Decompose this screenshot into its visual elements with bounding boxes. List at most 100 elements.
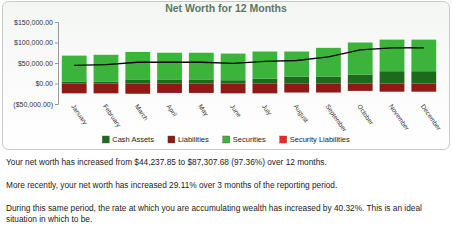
y-tick-label: $100,000.00 <box>14 39 53 46</box>
x-tick: June <box>229 103 243 119</box>
bar <box>380 84 405 92</box>
line <box>74 48 424 66</box>
y-tick: $50,000.00 <box>18 60 58 67</box>
bar <box>348 74 373 83</box>
bar <box>157 79 182 83</box>
x-tick: January <box>69 103 89 127</box>
y-tick-mark <box>55 104 58 105</box>
y-tick-label: $0.00 <box>35 80 53 87</box>
bar <box>316 77 341 84</box>
plot-area <box>62 40 436 94</box>
bar <box>316 48 341 77</box>
bar <box>411 83 436 84</box>
x-tick: November <box>388 103 411 132</box>
bar <box>189 83 214 84</box>
legend-label: Security Liabilities <box>290 135 350 144</box>
y-axis: ($50,000.00) $0.00 $50,000.00 $100,000.00 $1… <box>13 19 58 109</box>
bar-series <box>62 84 436 94</box>
x-tick-label: January <box>69 103 89 127</box>
y-tick: ($50,000.00) <box>13 101 58 109</box>
bar <box>284 83 309 84</box>
bar <box>348 83 373 84</box>
bar <box>252 83 277 84</box>
bar <box>62 81 87 83</box>
bar <box>348 84 373 91</box>
y-tick-label: $150,000.00 <box>14 19 53 26</box>
x-axis: January February March April May June July Augu… <box>59 103 444 134</box>
bar <box>316 84 341 93</box>
y-tick: $100,000.00 <box>14 39 58 46</box>
bar <box>189 84 214 93</box>
bar <box>284 77 309 84</box>
x-tick-label: March <box>134 103 150 122</box>
bar <box>221 83 246 84</box>
chart: Net Worth for 12 Months ($50,000.00) $0.00… <box>0 0 452 152</box>
x-tick-label: April <box>165 103 179 119</box>
x-tick: March <box>134 103 150 122</box>
legend-item: Liabilities <box>168 135 209 144</box>
y-tick-mark <box>55 84 58 85</box>
bar <box>189 79 214 83</box>
y-tick-mark <box>55 22 58 23</box>
x-tick-label: May <box>196 103 210 118</box>
bar <box>380 40 405 72</box>
bar <box>284 84 309 93</box>
annotation: More recently, your net worth has increa… <box>6 180 446 191</box>
legend-swatch <box>102 136 109 143</box>
y-tick-mark <box>55 63 58 64</box>
y-tick: $150,000.00 <box>14 19 58 26</box>
x-tick: December <box>420 103 443 132</box>
bar <box>62 84 87 94</box>
legend-item: Cash Assets <box>102 135 154 144</box>
legend-swatch <box>168 136 175 143</box>
x-tick: October <box>356 103 375 127</box>
bar <box>157 83 182 84</box>
legend-label: Cash Assets <box>112 135 154 144</box>
x-tick: February <box>101 103 123 130</box>
annotation: Your net worth has increased from $44,23… <box>6 157 446 168</box>
x-tick: September <box>324 103 349 134</box>
legend-item: Security Liabilities <box>280 135 350 144</box>
bar <box>157 53 182 80</box>
bar <box>252 79 277 84</box>
x-tick-label: November <box>388 103 411 132</box>
x-tick-label: December <box>420 103 443 132</box>
title: Net Worth for 12 Months <box>165 2 287 14</box>
x-tick-label: June <box>229 103 243 119</box>
bar <box>94 81 119 83</box>
bar <box>62 56 87 82</box>
x-tick: August <box>292 103 310 124</box>
bar <box>221 80 246 83</box>
bar <box>411 40 436 72</box>
x-tick-label: August <box>292 103 310 124</box>
bar <box>316 83 341 84</box>
bar <box>380 83 405 84</box>
y-axis-line <box>55 23 59 105</box>
legend-swatch <box>223 136 230 143</box>
legend-label: Securities <box>233 135 266 144</box>
x-tick: May <box>196 103 210 118</box>
legend-item: Securities <box>223 135 266 144</box>
bar <box>348 43 373 75</box>
bar <box>252 84 277 94</box>
bar <box>94 83 119 84</box>
bar <box>221 54 246 81</box>
y-tick-label: $50,000.00 <box>18 60 53 67</box>
x-tick-label: July <box>260 103 274 118</box>
bar-series <box>62 40 436 82</box>
bar <box>284 52 309 77</box>
legend-swatch <box>280 136 287 143</box>
x-tick-label: February <box>101 103 123 130</box>
bar <box>125 83 150 84</box>
x-tick: April <box>165 103 179 119</box>
x-tick: July <box>260 103 274 118</box>
bar <box>125 84 150 94</box>
x-axis-line <box>59 104 441 105</box>
panel <box>3 2 450 150</box>
y-tick: $0.00 <box>35 80 58 87</box>
annotation: During this same period, the rate at whi… <box>6 203 446 225</box>
bar <box>125 52 150 79</box>
bar <box>189 53 214 80</box>
x-tick-label: September <box>324 103 349 134</box>
bar <box>411 71 436 83</box>
